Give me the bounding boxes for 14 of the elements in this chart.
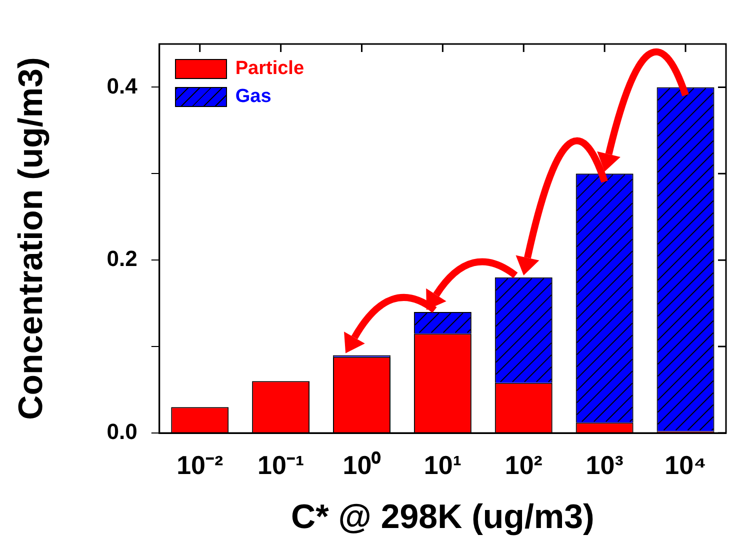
legend-label: Gas: [235, 86, 272, 108]
legend-label: Particle: [235, 58, 304, 80]
x-tick-label: 10³: [586, 450, 624, 480]
y-tick-label: 0.0: [106, 419, 138, 444]
x-tick-label: 10²: [504, 450, 543, 480]
y-tick-label: 0.4: [106, 73, 138, 98]
x-tick-label: 10⁰: [342, 450, 382, 480]
x-tick-label: 10⁴: [664, 450, 706, 480]
x-axis-title: C* @ 298K (ug/m3): [291, 498, 594, 536]
x-tick-label: 10⁻¹: [258, 450, 304, 480]
y-axis-title: Concentration (ug/m3): [12, 57, 50, 420]
x-tick-label: 10⁻²: [176, 450, 224, 480]
y-tick-label: 0.2: [106, 246, 138, 272]
x-tick-label: 10¹: [424, 450, 462, 480]
